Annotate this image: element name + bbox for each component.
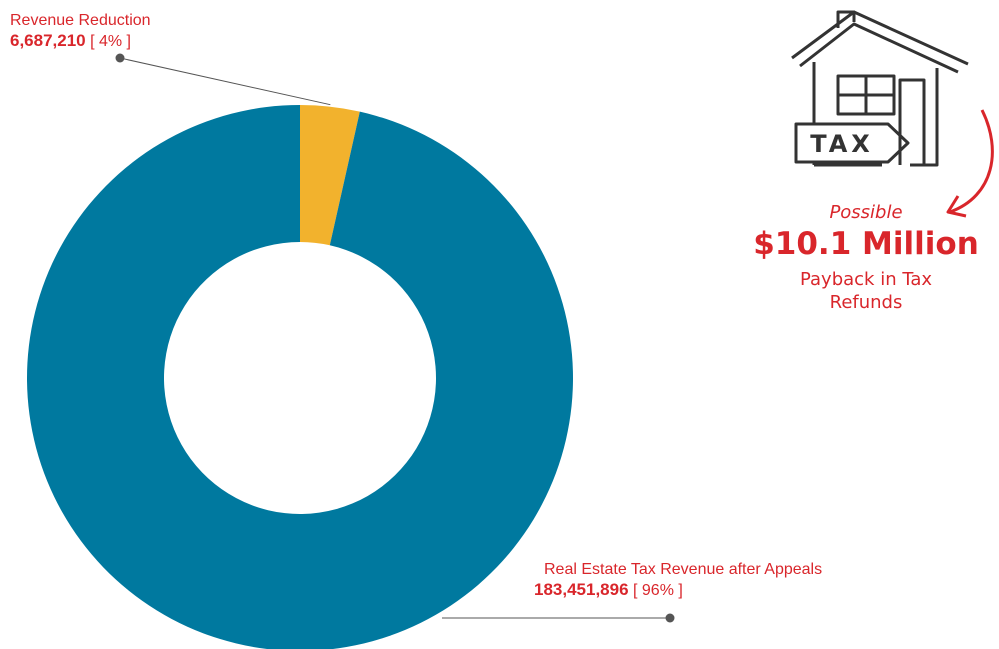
leader-reduction-dot (116, 54, 125, 63)
possible-label: Possible (732, 202, 999, 223)
refund-description: Payback in Tax Refunds (732, 268, 999, 314)
callout-tax-revenue: Real Estate Tax Revenue after Appeals 18… (534, 560, 822, 600)
refund-line-1: Payback in Tax (732, 268, 999, 291)
tax-refund-panel: TAX Possible $10.1 Million Payback in Ta… (732, 0, 999, 330)
leader-revenue-dot (666, 614, 675, 623)
house-tax-icon: TAX (732, 0, 999, 220)
slice-label-reduction: Revenue Reduction (10, 11, 151, 31)
slice-label-revenue: Real Estate Tax Revenue after Appeals (534, 560, 822, 580)
slice-value-reduction: 6,687,210 (10, 31, 86, 50)
slice-value-revenue: 183,451,896 (534, 580, 629, 599)
leader-reduction-line (120, 58, 330, 105)
callout-revenue-reduction: Revenue Reduction 6,687,210 [ 4% ] (10, 11, 151, 51)
slice-pct-reduction: [ 4% ] (90, 33, 131, 50)
slice-pct-revenue: [ 96% ] (633, 582, 683, 599)
tax-label: TAX (810, 130, 874, 158)
refund-amount: $10.1 Million (732, 226, 999, 262)
refund-line-2: Refunds (732, 291, 999, 314)
